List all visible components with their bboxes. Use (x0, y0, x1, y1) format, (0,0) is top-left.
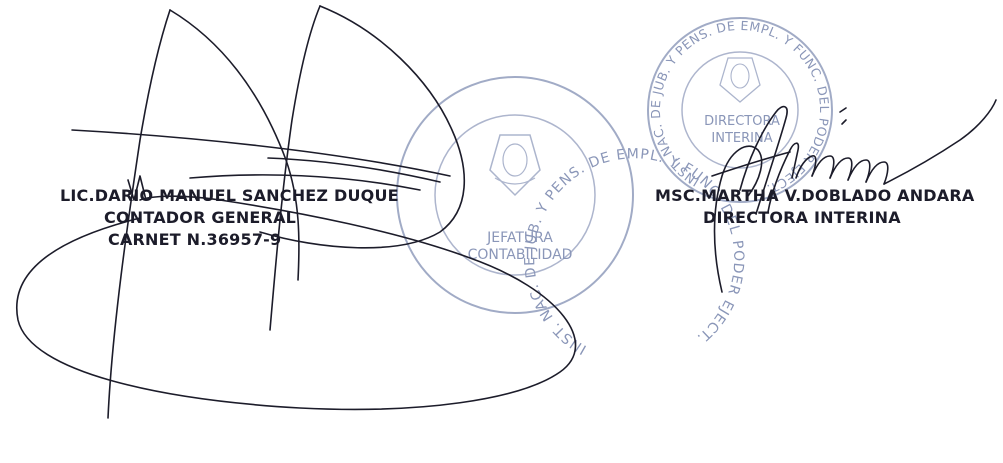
signatory-left-id: CARNET N.36957-9 (108, 230, 282, 249)
stamp-left-center-line1: JEFATURA (486, 230, 553, 246)
signatory-right-name: MSC.MARTHA V.DOBLADO ANDARA (655, 186, 975, 205)
signatory-left-name: LIC.DARIO MANUEL SANCHEZ DUQUE (60, 186, 399, 205)
signatory-left-block: LIC.DARIO MANUEL SANCHEZ DUQUE CONTADOR … (60, 185, 399, 251)
stamp-left-center-line2: CONTABILIDAD (468, 247, 573, 263)
stamp-right-center-line1: DIRECTORA (704, 114, 780, 129)
signatory-right-block: MSC.MARTHA V.DOBLADO ANDARA DIRECTORA IN… (655, 185, 974, 229)
signatory-right-title: DIRECTORA INTERINA (703, 208, 901, 227)
signature-left (15, 5, 577, 419)
signatory-left-title: CONTADOR GENERAL (104, 208, 297, 227)
coat-of-arms-icon (719, 57, 761, 103)
signature-right (711, 99, 997, 293)
coat-of-arms-icon (489, 134, 541, 197)
